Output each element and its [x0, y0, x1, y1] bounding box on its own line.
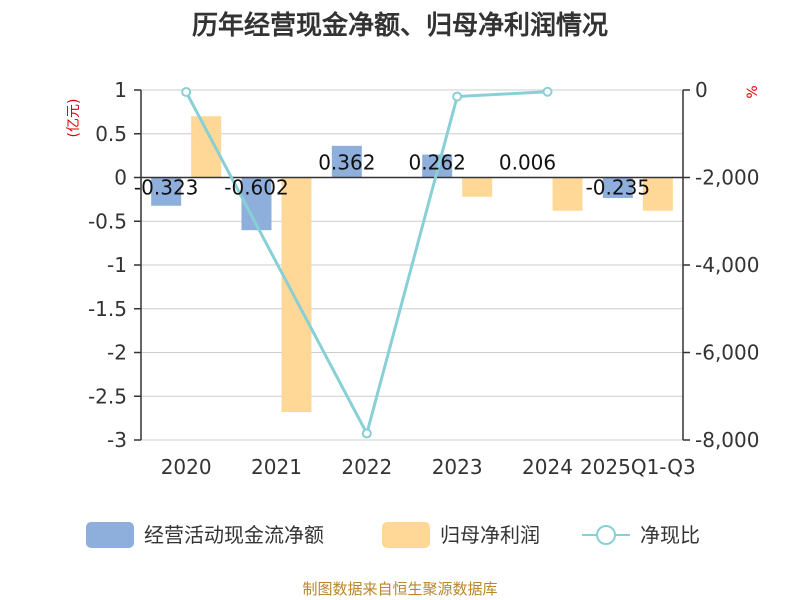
bar-cashflow	[151, 177, 182, 206]
x-tick-label: 2020	[161, 455, 212, 479]
legend-swatch-cashflow	[86, 522, 134, 548]
legend-swatch-profit	[382, 522, 430, 548]
left-tick-label: -0.5	[88, 209, 127, 233]
left-tick-label: -3	[107, 428, 127, 452]
right-tick-label: -6,000	[695, 341, 759, 365]
x-tick-label: 2022	[341, 455, 392, 479]
legend-label-profit: 归母净利润	[440, 523, 540, 547]
data-label-cashflow: -0.235	[586, 176, 650, 200]
left-tick-label: 0.5	[95, 122, 127, 146]
ratio-line-group	[181, 86, 553, 439]
tick-labels: 1 0.5 0 -0.5 -1 -1.5 -2 -2.5 -3 0 -2,000 -4,000 -6,0…	[88, 78, 760, 479]
bar-profit	[642, 177, 673, 211]
left-tick-label: 0	[114, 166, 127, 190]
x-tick-label: 2024	[522, 455, 573, 479]
ratio-point	[181, 87, 192, 98]
bar-profit	[281, 177, 312, 412]
bar-profit	[462, 177, 493, 197]
data-label-cashflow: 0.006	[499, 151, 556, 175]
legend-swatch-ratio-marker	[596, 525, 616, 545]
data-label-cashflow: -0.602	[224, 176, 288, 200]
left-tick-label: -2	[107, 341, 127, 365]
x-tick-label: 2023	[432, 455, 483, 479]
ratio-point	[452, 91, 463, 102]
chart-title: 历年经营现金净额、归母净利润情况	[192, 10, 608, 41]
right-tick-label: -2,000	[695, 166, 759, 190]
bar-cashflow	[602, 177, 633, 199]
left-tick-label: -1.5	[88, 297, 127, 321]
source-note: 制图数据来自恒生聚源数据库	[302, 580, 497, 598]
data-label-cashflow: 0.262	[409, 151, 466, 175]
bar-profit	[552, 177, 583, 211]
legend-label-ratio: 净现比	[640, 523, 700, 547]
ratio-point	[542, 86, 553, 97]
right-tick-label: -8,000	[695, 428, 759, 452]
ratio-point	[361, 428, 372, 439]
legend-label-cashflow: 经营活动现金流净额	[144, 523, 324, 547]
bar-cashflow	[331, 145, 362, 178]
left-tick-label: -1	[107, 253, 127, 277]
x-tick-label: 2021	[251, 455, 302, 479]
right-tick-label: 0	[695, 78, 708, 102]
left-tick-label: -2.5	[88, 384, 127, 408]
ratio-line	[184, 90, 548, 438]
data-labels: -0.323 -0.602 0.362 0.262 0.006 -0.235	[134, 151, 650, 200]
left-axis-unit: (亿元)	[66, 99, 82, 138]
right-tick-label: -4,000	[695, 253, 759, 277]
right-axis-unit: %	[745, 85, 761, 98]
data-label-cashflow: 0.362	[318, 151, 375, 175]
data-label-cashflow: -0.323	[134, 176, 198, 200]
x-tick-label: 2025Q1-Q3	[580, 455, 696, 479]
legend: 经营活动现金流净额 归母净利润 净现比	[86, 522, 700, 548]
left-tick-label: 1	[114, 78, 127, 102]
